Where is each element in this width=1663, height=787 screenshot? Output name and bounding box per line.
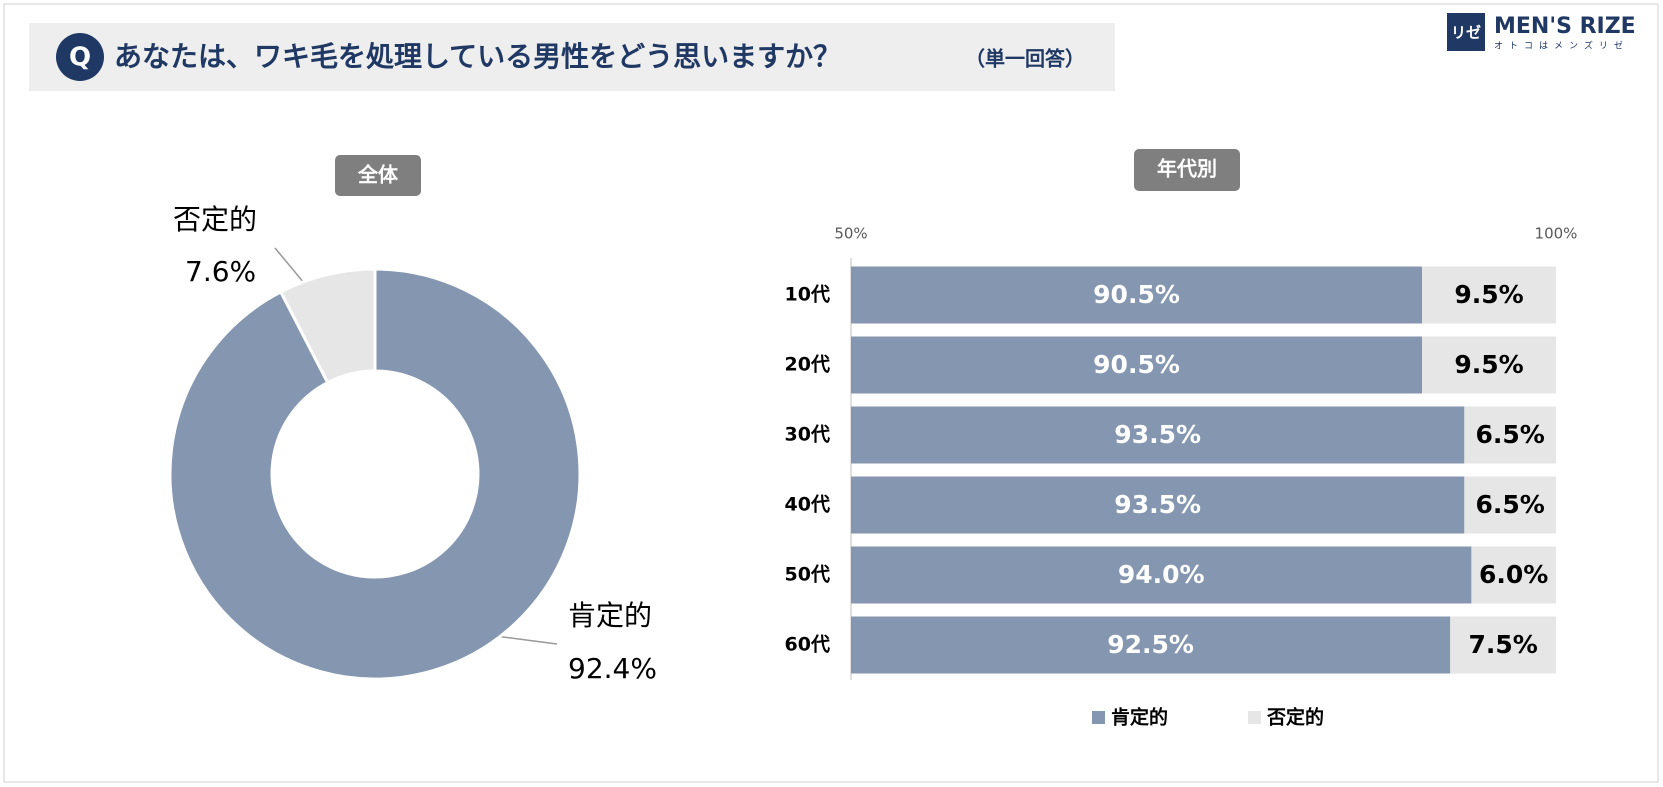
y-tick-label: 10代 [785,284,830,306]
donut-title-badge [335,155,421,196]
bar-segment [851,476,1465,534]
q-letter: Q [69,43,91,73]
data-label: 9.5% [1454,280,1523,309]
donut-slice [168,267,582,681]
bar-title: 年代別 [1157,157,1217,181]
data-label: 90.5% [1093,350,1180,379]
y-tick-label: 50代 [785,564,830,586]
bar-segment [1464,406,1556,464]
y-tick-label: 30代 [785,424,830,446]
y-tick-label: 20代 [785,354,830,376]
legend-label: 肯定的 [1111,706,1168,729]
data-label: 93.5% [1114,420,1201,449]
slice-label: 否定的 [173,203,257,236]
bar-segment [851,406,1465,464]
data-label: 6.0% [1479,560,1548,589]
data-label: 94.0% [1118,560,1205,589]
bar-segment [1422,266,1556,324]
bar-segment [851,336,1423,394]
logo-name: MEN'S RIZE [1494,14,1636,39]
slice-value-label: 7.6% [185,255,256,288]
bar-segment [1422,336,1556,394]
bar-segment [851,546,1472,604]
logo-mark: リゼ [1451,24,1481,42]
bar-segment [851,266,1423,324]
header-box [29,23,1115,91]
bar-title-badge [1134,149,1240,191]
donut-slice [278,267,377,385]
data-label: 6.5% [1476,490,1545,519]
logo-tagline: オトコはメンズリゼ [1494,40,1629,52]
y-tick-label: 60代 [785,634,830,656]
data-label: 92.5% [1107,630,1194,659]
data-label: 9.5% [1454,350,1523,379]
y-tick-label: 40代 [785,494,830,516]
legend-label: 否定的 [1266,706,1324,729]
bar-segment [1464,476,1556,534]
logo-mark-box [1447,13,1485,51]
x-tick-label: 50% [834,225,867,243]
slice-value-label: 92.4% [568,652,657,685]
bar-segment [851,616,1451,674]
bar-segment [1471,546,1556,604]
data-label: 7.5% [1468,630,1537,659]
q-badge [56,33,104,81]
data-label: 6.5% [1476,420,1545,449]
x-tick-label: 100% [1535,225,1578,243]
donut-title: 全体 [357,163,399,187]
data-label: 90.5% [1093,280,1180,309]
legend-swatch [1092,711,1105,724]
bar-segment [1450,616,1556,674]
slice-label: 肯定的 [568,599,652,632]
data-label: 93.5% [1114,490,1201,519]
answer-note: （単一回答） [965,47,1085,71]
legend-swatch [1248,711,1261,724]
question: あなたは、ワキ毛を処理している男性をどう思いますか？ [114,40,841,73]
